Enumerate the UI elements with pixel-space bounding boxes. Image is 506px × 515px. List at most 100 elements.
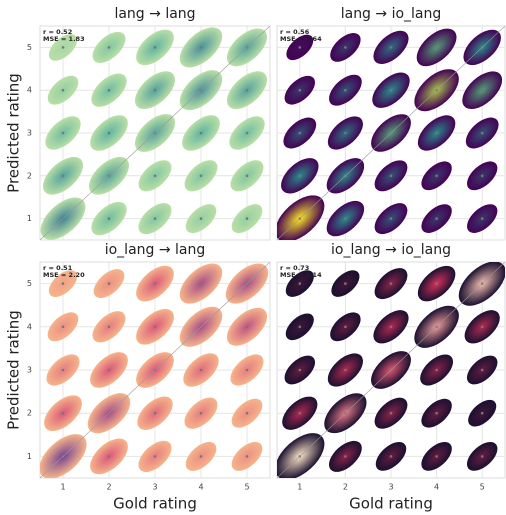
sample-dot (199, 217, 203, 220)
sample-dot (61, 88, 65, 92)
sample-dot (245, 325, 249, 329)
sample-dot (199, 282, 203, 285)
x-tick-label: 2 (106, 483, 111, 492)
sample-dot (199, 455, 203, 458)
y-tick-label: 5 (27, 279, 32, 288)
sample-dot (344, 131, 347, 135)
sample-dot (107, 88, 111, 92)
panel-title: lang → lang (114, 6, 195, 22)
annotation: MSE = 2.20 (43, 271, 85, 279)
sample-dot (298, 88, 302, 92)
sample-dot (107, 325, 111, 329)
y-tick-label: 1 (27, 452, 32, 461)
sample-dot (199, 411, 203, 415)
sample-dot (153, 174, 157, 178)
annotation: MSE = 1.64 (280, 35, 322, 43)
sample-dot (480, 325, 484, 329)
x-tick-label: 5 (480, 483, 485, 492)
sample-dot (344, 325, 347, 329)
sample-dot (153, 411, 157, 415)
sample-dot (298, 46, 302, 49)
sample-dot (153, 455, 157, 458)
sample-dot (107, 131, 111, 135)
sample-dot (344, 217, 347, 220)
y-tick-label: 2 (27, 409, 32, 418)
sample-dot (344, 282, 347, 285)
sample-dot (199, 46, 203, 49)
x-tick-label: 1 (297, 483, 302, 492)
sample-dot (435, 131, 438, 135)
annotation: MSE = 1.14 (280, 271, 322, 279)
sample-dot (153, 282, 157, 285)
sample-dot (61, 411, 65, 415)
y-tick-label: 3 (27, 129, 32, 138)
sample-dot (107, 455, 111, 458)
sample-dot (298, 131, 302, 135)
sample-dot (344, 455, 347, 458)
sample-dot (153, 217, 157, 220)
sample-dot (435, 174, 438, 178)
sample-dot (480, 411, 484, 415)
sample-dot (199, 174, 203, 178)
y-tick-label: 5 (27, 43, 32, 52)
diagonal (40, 262, 270, 478)
y-tick-label: 4 (27, 322, 32, 331)
sample-dot (245, 368, 249, 372)
sample-dot (245, 411, 249, 415)
sample-dot (389, 411, 393, 415)
sample-dot (245, 217, 249, 220)
sample-dot (107, 368, 111, 372)
x-tick-label: 5 (244, 483, 249, 492)
sample-dot (298, 325, 302, 329)
x-axis-label: Gold rating (349, 495, 433, 513)
annotation: r = 0.56 (280, 28, 310, 36)
sample-dot (298, 411, 302, 415)
sample-dot (435, 46, 438, 49)
x-tick-label: 3 (388, 483, 393, 492)
sample-dot (298, 174, 302, 178)
sample-dot (480, 217, 484, 220)
sample-dot (245, 131, 249, 135)
diagonal (277, 262, 505, 478)
sample-dot (435, 217, 438, 220)
sample-dot (480, 455, 484, 458)
sample-dot (480, 131, 484, 135)
sample-dot (344, 88, 347, 92)
sample-dot (61, 174, 65, 178)
sample-dot (107, 46, 111, 49)
sample-dot (435, 411, 438, 415)
sample-dot (389, 325, 393, 329)
sample-dot (61, 46, 65, 49)
diagonal (40, 26, 270, 240)
x-tick-label: 2 (343, 483, 348, 492)
sample-dot (245, 88, 249, 92)
sample-dot (107, 217, 111, 220)
sample-dot (107, 282, 111, 285)
sample-dot (199, 131, 203, 135)
y-axis-label: Predicted rating (5, 310, 23, 430)
annotation: r = 0.52 (43, 28, 72, 36)
annotation: MSE = 1.83 (43, 35, 85, 43)
sample-dot (389, 217, 393, 220)
sample-dot (344, 46, 347, 49)
y-tick-label: 1 (27, 214, 32, 223)
sample-dot (389, 455, 393, 458)
sample-dot (245, 174, 249, 178)
sample-dot (153, 46, 157, 49)
sample-dot (153, 88, 157, 92)
sample-dot (61, 131, 65, 135)
sample-dot (389, 282, 393, 285)
sample-dot (61, 368, 65, 372)
annotation: r = 0.51 (43, 264, 73, 272)
y-tick-label: 3 (27, 366, 32, 375)
panel-title: io_lang → io_lang (331, 242, 451, 258)
sample-dot (435, 455, 438, 458)
annotation: r = 0.73 (280, 264, 309, 272)
y-tick-label: 4 (27, 86, 32, 95)
x-tick-label: 3 (152, 483, 157, 492)
sample-dot (245, 455, 249, 458)
x-tick-label: 1 (60, 483, 65, 492)
sample-dot (435, 282, 438, 285)
